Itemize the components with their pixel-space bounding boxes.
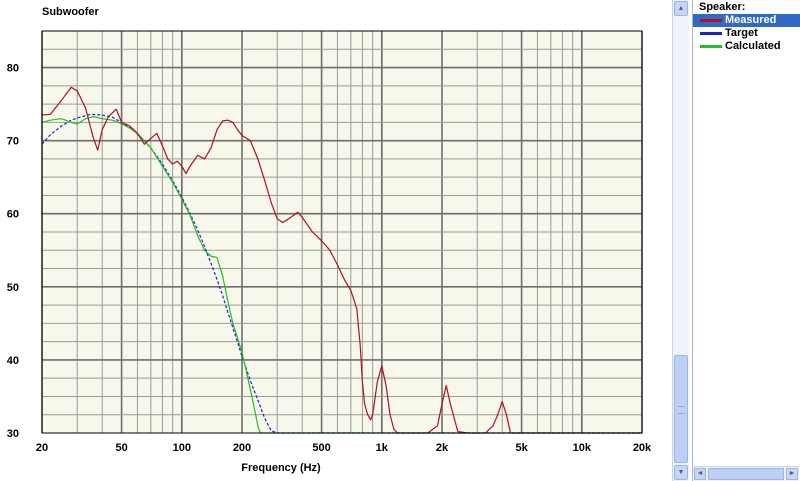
grip-icon [678,406,685,414]
y-tick-label: 80 [7,63,19,75]
scroll-left-button[interactable]: ◄ [694,468,706,480]
legend-item-label: Target [725,27,758,39]
x-tick-label: 50 [115,442,127,454]
y-tick-label: 60 [7,209,19,221]
horizontal-scroll-thumb[interactable] [708,468,784,480]
x-tick-label: 1k [376,442,389,454]
legend-item-label: Calculated [725,40,781,52]
y-tick-label: 40 [7,355,19,367]
y-tick-label: 70 [7,136,19,148]
series-line-calculated [41,115,642,434]
scroll-up-button[interactable]: ▲ [674,1,688,16]
scroll-left-icon: ◄ [696,470,704,477]
legend-swatch [700,19,722,22]
series-line-measured [41,86,642,434]
scroll-up-icon: ▲ [677,5,685,12]
x-tick-label: 500 [312,442,330,454]
x-tick-label: 200 [233,442,251,454]
legend-swatch [700,32,722,35]
legend-title: Speaker: [699,1,746,13]
y-tick-label: 50 [7,282,19,294]
x-tick-label: 20 [36,442,48,454]
legend-item-label: Measured [725,14,777,26]
x-axis-label: Frequency (Hz) [241,462,321,474]
x-tick-label: 100 [173,442,191,454]
frequency-response-chart: Subwoofer 20 50 100 200 500 1k 2k 5k 10k 20k 30 40… [7,6,652,474]
x-tick-label: 10k [573,442,592,454]
scroll-right-button[interactable]: ► [786,468,798,480]
legend-item-measured[interactable]: Measured [693,14,800,27]
x-tick-label: 2k [436,442,449,454]
chart-title: Subwoofer [42,6,100,18]
horizontal-scrollbar[interactable]: ◄ ► [693,466,799,481]
plot-frame [41,30,643,434]
legend-panel: Speaker: Measured Target Calculated ◄ ► [692,0,800,481]
series-lines [41,86,642,434]
x-tick-label: 20k [633,442,652,454]
vertical-scrollbar[interactable]: ▲ ▼ [672,0,689,481]
x-tick-label: 5k [515,442,528,454]
scroll-down-icon: ▼ [677,469,685,476]
scroll-thumb[interactable] [674,355,688,463]
legend-swatch [700,45,722,48]
scroll-right-icon: ► [788,470,796,477]
y-tick-labels: 30 40 50 60 70 80 [7,63,19,441]
x-tick-labels: 20 50 100 200 500 1k 2k 5k 10k 20k [36,442,652,454]
legend-list[interactable]: Measured Target Calculated [693,14,800,53]
series-line-target [41,113,642,434]
scroll-down-button[interactable]: ▼ [674,465,688,480]
legend-item-calculated[interactable]: Calculated [693,40,800,53]
y-tick-label: 30 [7,428,19,440]
legend-item-target[interactable]: Target [693,27,800,40]
